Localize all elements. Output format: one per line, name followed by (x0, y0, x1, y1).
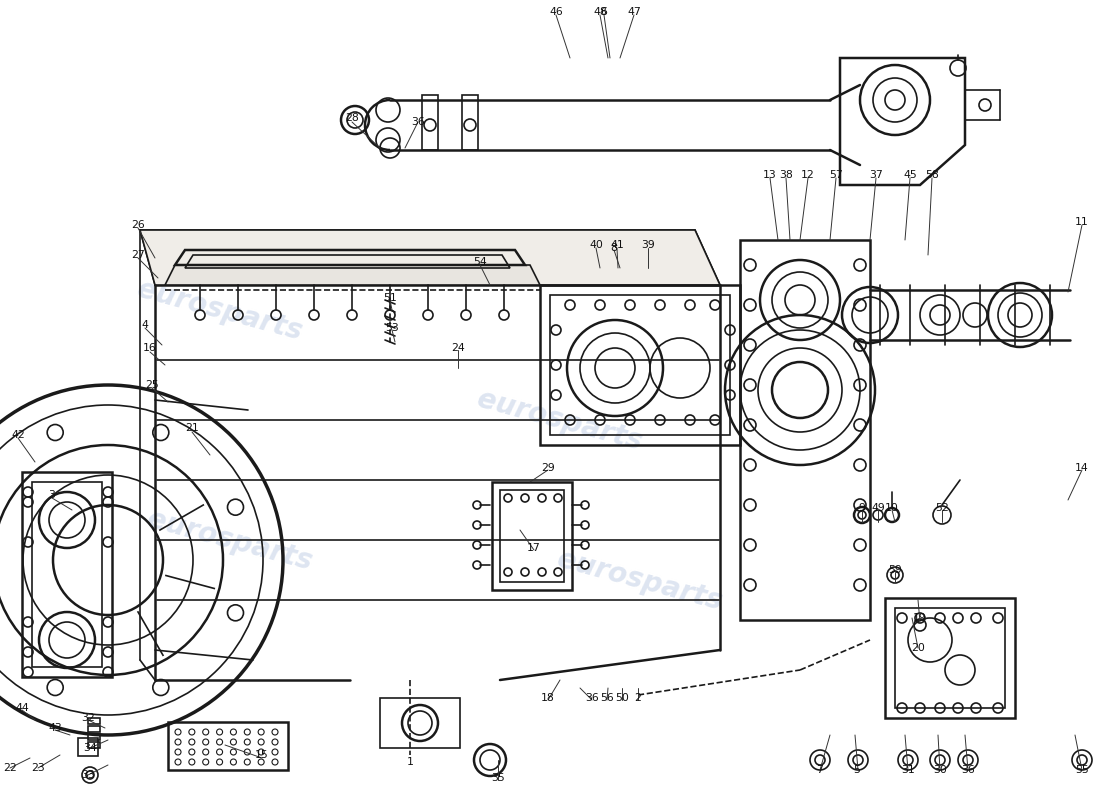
Bar (168, 722, 288, 770)
Text: 7: 7 (816, 765, 824, 775)
Text: 33: 33 (81, 770, 95, 780)
Text: 37: 37 (869, 170, 883, 180)
Text: 2: 2 (635, 693, 641, 703)
Text: 53: 53 (385, 323, 399, 333)
Text: 46: 46 (549, 7, 563, 17)
Text: 48: 48 (593, 7, 607, 17)
Text: 9: 9 (859, 503, 866, 513)
Text: 30: 30 (933, 765, 947, 775)
Text: 42: 42 (11, 430, 25, 440)
Text: 20: 20 (911, 643, 925, 653)
Text: 16: 16 (143, 343, 157, 353)
Text: 10: 10 (886, 503, 899, 513)
Text: 18: 18 (541, 693, 554, 703)
Text: 51: 51 (383, 293, 397, 303)
Text: 34: 34 (84, 743, 97, 753)
Text: 59: 59 (888, 565, 902, 575)
Bar (88, 742, 100, 748)
Bar (492, 482, 572, 590)
Text: 1: 1 (407, 757, 414, 767)
Text: 19: 19 (913, 613, 927, 623)
Text: 58: 58 (925, 170, 939, 180)
Bar (462, 95, 478, 150)
Bar (422, 95, 438, 150)
Text: 17: 17 (527, 543, 541, 553)
Text: 14: 14 (1075, 463, 1089, 473)
Text: 25: 25 (145, 380, 158, 390)
Text: 49: 49 (871, 503, 884, 513)
Text: 8: 8 (610, 243, 617, 253)
Text: 36: 36 (411, 117, 425, 127)
Text: 3: 3 (48, 490, 55, 500)
Text: eurosparts: eurosparts (554, 545, 726, 615)
Text: 38: 38 (779, 170, 793, 180)
Text: 31: 31 (901, 765, 915, 775)
Text: 21: 21 (185, 423, 199, 433)
Text: eurosparts: eurosparts (474, 385, 646, 455)
Bar (88, 734, 100, 740)
Text: 24: 24 (451, 343, 465, 353)
Text: 36: 36 (961, 765, 975, 775)
Text: 5: 5 (854, 765, 860, 775)
Text: 39: 39 (641, 240, 654, 250)
Bar (500, 490, 564, 582)
Text: 43: 43 (48, 723, 62, 733)
Bar (32, 482, 102, 667)
Text: eurosparts: eurosparts (134, 274, 306, 346)
Text: 44: 44 (15, 703, 29, 713)
Text: 32: 32 (81, 713, 95, 723)
Text: 40: 40 (590, 240, 603, 250)
Text: 54: 54 (473, 257, 487, 267)
Polygon shape (140, 230, 720, 285)
Text: 13: 13 (763, 170, 777, 180)
Text: 57: 57 (829, 170, 843, 180)
Text: 56: 56 (601, 693, 614, 703)
Text: 22: 22 (3, 763, 16, 773)
Polygon shape (165, 265, 540, 285)
Bar (740, 240, 870, 620)
Text: 35: 35 (491, 773, 505, 783)
Text: 12: 12 (801, 170, 815, 180)
Bar (379, 698, 460, 748)
Text: 55: 55 (1075, 765, 1089, 775)
Bar (88, 718, 100, 724)
Text: eurosparts: eurosparts (144, 505, 316, 575)
Text: 52: 52 (935, 503, 949, 513)
Text: 36: 36 (585, 693, 598, 703)
Text: 15: 15 (255, 750, 268, 760)
Text: 50: 50 (615, 693, 629, 703)
Text: 26: 26 (131, 220, 145, 230)
Bar (22, 472, 112, 677)
Text: 4: 4 (142, 320, 148, 330)
Text: 41: 41 (610, 240, 624, 250)
Bar (540, 285, 740, 445)
Text: 29: 29 (541, 463, 554, 473)
Bar (550, 295, 730, 435)
Text: 27: 27 (131, 250, 145, 260)
Text: 11: 11 (1075, 217, 1089, 227)
Bar (895, 608, 1005, 708)
Bar (78, 738, 98, 756)
Text: 28: 28 (345, 113, 359, 123)
Text: 47: 47 (627, 7, 641, 17)
Bar (886, 598, 1015, 718)
Text: 23: 23 (31, 763, 45, 773)
Bar (88, 726, 100, 732)
Text: 45: 45 (903, 170, 917, 180)
Text: 6: 6 (601, 7, 607, 17)
